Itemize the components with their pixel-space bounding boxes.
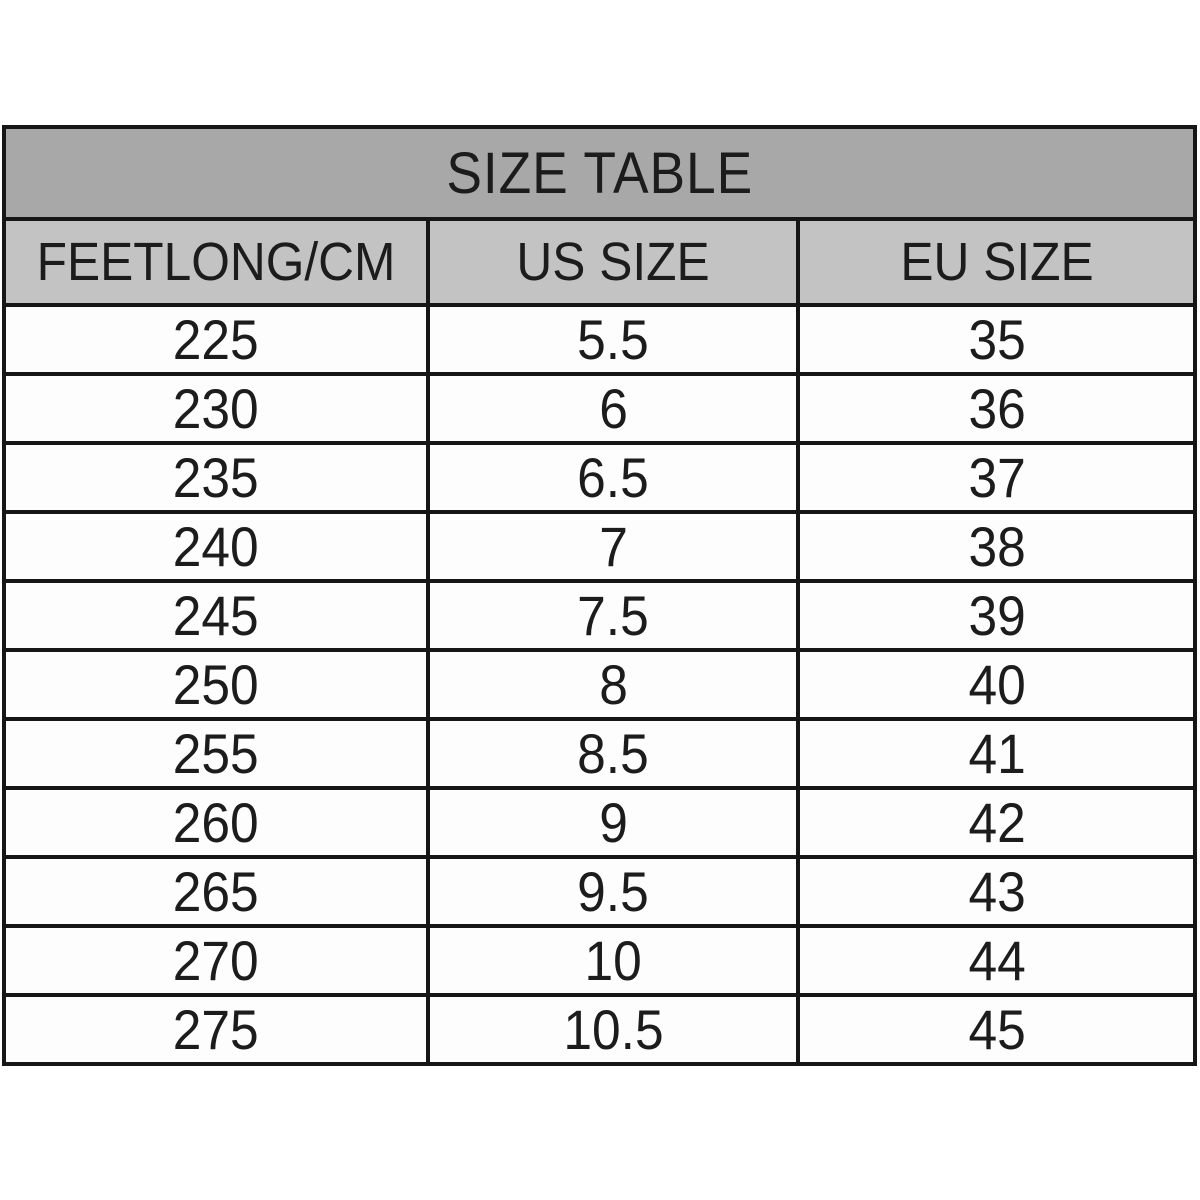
column-header-us-size: US SIZE — [425, 217, 801, 307]
table-cell: 260 — [2, 786, 430, 859]
table-row: 235 6.5 37 — [2, 441, 1197, 514]
table-cell: 255 — [2, 717, 430, 790]
table-row: 265 9.5 43 — [2, 855, 1197, 928]
table-cell-text: 230 — [173, 377, 259, 440]
table-cell: 45 — [796, 993, 1197, 1066]
table-cell: 9 — [425, 786, 801, 859]
table-cell: 42 — [796, 786, 1197, 859]
table-cell-text: 45 — [968, 998, 1026, 1061]
table-cell: 235 — [2, 441, 430, 514]
table-cell-text: 9.5 — [577, 860, 649, 923]
table-row: 240 7 38 — [2, 510, 1197, 583]
table-cell-text: 6 — [598, 377, 628, 440]
table-cell-text: 39 — [968, 584, 1026, 647]
table-cell-text: 260 — [173, 791, 259, 854]
table-cell: 10.5 — [425, 993, 801, 1066]
table-cell: 37 — [796, 441, 1197, 514]
table-row: 250 8 40 — [2, 648, 1197, 721]
table-cell: 35 — [796, 303, 1197, 376]
table-row: 255 8.5 41 — [2, 717, 1197, 790]
table-cell-text: 255 — [173, 722, 259, 785]
table-cell: 41 — [796, 717, 1197, 790]
table-cell: 7 — [425, 510, 801, 583]
table-cell: 240 — [2, 510, 430, 583]
table-row: 270 10 44 — [2, 924, 1197, 997]
table-cell: 250 — [2, 648, 430, 721]
table-cell-text: 225 — [173, 308, 259, 371]
table-cell: 275 — [2, 993, 430, 1066]
table-cell-text: 245 — [173, 584, 259, 647]
title-row: SIZE TABLE — [2, 125, 1197, 221]
table-cell-text: 240 — [173, 515, 259, 578]
table-cell-text: 7.5 — [577, 584, 649, 647]
table-cell-text: 44 — [968, 929, 1026, 992]
table-cell-text: 40 — [968, 653, 1026, 716]
table-cell-text: 10.5 — [563, 998, 664, 1061]
table-cell-text: 270 — [173, 929, 259, 992]
table-cell-text: 7 — [598, 515, 628, 578]
table-cell-text: 42 — [968, 791, 1026, 854]
table-cell-text: 35 — [968, 308, 1026, 371]
table-cell: 43 — [796, 855, 1197, 928]
column-header-feetlong-cm: FEETLONG/CM — [2, 217, 430, 307]
table-cell-text: 43 — [968, 860, 1026, 923]
table-cell-text: 10 — [584, 929, 642, 992]
table-cell-text: 41 — [968, 722, 1026, 785]
table-cell-text: 38 — [968, 515, 1026, 578]
table-cell: 40 — [796, 648, 1197, 721]
table-cell: 6 — [425, 372, 801, 445]
table-cell: 7.5 — [425, 579, 801, 652]
table-title-text: SIZE TABLE — [446, 140, 753, 206]
table-cell-text: 275 — [173, 998, 259, 1061]
table-cell-text: 235 — [173, 446, 259, 509]
table-row: 225 5.5 35 — [2, 303, 1197, 376]
table-cell-text: 9 — [598, 791, 628, 854]
table-cell-text: 5.5 — [577, 308, 649, 371]
table-cell-text: 8.5 — [577, 722, 649, 785]
table-cell: 39 — [796, 579, 1197, 652]
table-cell-text: 8 — [598, 653, 628, 716]
column-header-eu-size: EU SIZE — [796, 217, 1197, 307]
table-cell: 10 — [425, 924, 801, 997]
table-cell: 270 — [2, 924, 430, 997]
size-table: SIZE TABLE FEETLONG/CM US SIZE EU SIZE 2… — [2, 125, 1197, 1066]
size-table-body: 225 5.5 35 230 6 36 235 6.5 37 240 7 38 245 7.5 39 250 8… — [2, 303, 1197, 1066]
table-cell: 230 — [2, 372, 430, 445]
table-row: 275 10.5 45 — [2, 993, 1197, 1066]
table-cell: 225 — [2, 303, 430, 376]
table-cell: 9.5 — [425, 855, 801, 928]
table-cell: 8.5 — [425, 717, 801, 790]
table-cell: 6.5 — [425, 441, 801, 514]
table-cell: 8 — [425, 648, 801, 721]
table-cell-text: 36 — [968, 377, 1026, 440]
table-cell: 36 — [796, 372, 1197, 445]
table-title: SIZE TABLE — [2, 125, 1197, 221]
table-row: 260 9 42 — [2, 786, 1197, 859]
table-cell-text: 250 — [173, 653, 259, 716]
table-cell: 245 — [2, 579, 430, 652]
table-cell: 38 — [796, 510, 1197, 583]
table-cell: 5.5 — [425, 303, 801, 376]
table-cell-text: 6.5 — [577, 446, 649, 509]
table-row: 245 7.5 39 — [2, 579, 1197, 652]
table-cell-text: 265 — [173, 860, 259, 923]
table-cell-text: 37 — [968, 446, 1026, 509]
table-row: 230 6 36 — [2, 372, 1197, 445]
table-cell: 265 — [2, 855, 430, 928]
header-row: FEETLONG/CM US SIZE EU SIZE — [2, 217, 1197, 307]
table-cell: 44 — [796, 924, 1197, 997]
